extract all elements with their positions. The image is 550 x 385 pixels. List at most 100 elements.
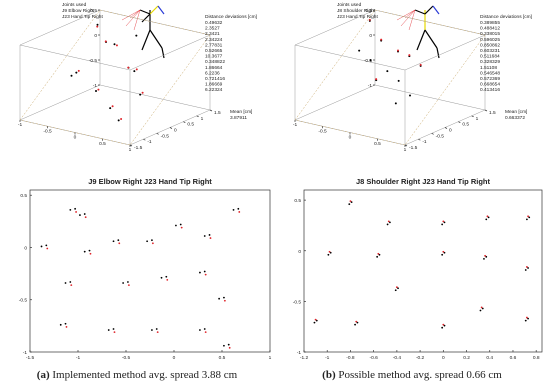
y-tick-label: 0.5 xyxy=(294,198,301,204)
point xyxy=(394,289,397,292)
caption-label: (a) xyxy=(37,369,50,381)
point xyxy=(375,78,378,81)
y-tick xyxy=(169,127,173,129)
point xyxy=(70,284,73,287)
x-tick-label: 0.5 xyxy=(374,141,381,147)
point xyxy=(203,235,206,237)
caption-text: Implemented method avg. spread 3.88 cm xyxy=(52,369,237,381)
point xyxy=(203,270,206,273)
point xyxy=(526,218,528,221)
point xyxy=(526,266,528,268)
point xyxy=(419,63,422,66)
deviation-value: 0.572369 xyxy=(480,76,500,82)
y-tick-label: 1.5 xyxy=(214,110,221,116)
y-tick-label: 1 xyxy=(201,116,204,122)
point xyxy=(408,54,411,57)
box-edge xyxy=(294,9,376,46)
point xyxy=(120,118,123,120)
y-tick-label: -0.5 xyxy=(161,133,170,139)
point xyxy=(378,253,381,256)
point xyxy=(315,319,318,322)
deviation-value: 6.2236 xyxy=(205,70,220,76)
z-tick-label: 0 xyxy=(94,33,97,39)
deviation-value: 1.86669 xyxy=(205,82,223,88)
point xyxy=(485,218,488,221)
point xyxy=(155,328,158,330)
point xyxy=(139,93,142,96)
point xyxy=(96,23,99,26)
y-tick xyxy=(484,109,488,112)
box-edge xyxy=(374,84,486,111)
box-edge xyxy=(404,34,486,146)
z-tick-label: 0 xyxy=(369,33,372,39)
point xyxy=(156,331,159,334)
point xyxy=(59,323,62,326)
deviations-title: Distance deviations [cm] xyxy=(205,14,257,20)
point xyxy=(135,68,138,71)
point xyxy=(111,105,114,108)
point xyxy=(441,253,444,256)
point xyxy=(327,253,330,256)
y-tick-label: -1 xyxy=(297,350,302,356)
deviation-value: 0.603231 xyxy=(480,48,500,54)
y-tick xyxy=(209,109,213,112)
point xyxy=(442,250,445,253)
point xyxy=(483,257,485,260)
point xyxy=(141,91,144,94)
z-tick-label: 0.5 xyxy=(90,8,97,14)
x-tick-label: -0.5 xyxy=(318,128,327,134)
caption-text: Possible method avg. spread 0.66 cm xyxy=(338,369,502,381)
x-tick-label: -1 xyxy=(76,355,81,361)
point xyxy=(389,221,391,224)
point xyxy=(64,282,67,284)
mean-title: Mean [cm] xyxy=(505,109,527,115)
point xyxy=(117,239,120,242)
point xyxy=(397,79,400,82)
x-tick-label: -1 xyxy=(293,122,298,128)
point xyxy=(313,321,316,324)
point xyxy=(70,74,73,77)
chart-title: J9 Elbow Right J23 Hand Tip Right xyxy=(88,177,212,186)
box-edge xyxy=(19,9,101,121)
point xyxy=(441,223,444,226)
y-tick xyxy=(404,144,408,147)
point xyxy=(84,216,87,219)
deviation-value: 0.52665 xyxy=(205,48,223,54)
joint-name: J23 Hand Tip Right xyxy=(62,14,103,20)
point xyxy=(358,49,361,52)
caption: (b) Possible method avg. spread 0.66 cm xyxy=(322,369,502,381)
point xyxy=(377,252,380,255)
point xyxy=(486,215,489,218)
x-tick-label: 1 xyxy=(404,147,407,153)
point xyxy=(480,306,483,309)
point xyxy=(95,90,97,92)
point xyxy=(40,245,43,248)
point xyxy=(527,317,529,320)
deviations-title: Distance deviations [cm] xyxy=(480,14,532,20)
point xyxy=(112,240,115,243)
point xyxy=(166,278,169,281)
caption-label: (b) xyxy=(322,369,336,381)
x-tick-label: -1 xyxy=(325,355,330,361)
point xyxy=(527,267,529,269)
point xyxy=(199,271,201,274)
joints-title: Joints used xyxy=(337,2,362,8)
point xyxy=(75,211,77,213)
deviation-value: 0.348822 xyxy=(205,59,225,65)
point xyxy=(65,326,68,328)
box-edge xyxy=(99,84,211,111)
point xyxy=(45,244,48,247)
point xyxy=(484,254,487,257)
joint-name: J23 Hand Tip Right xyxy=(337,14,378,20)
z-tick-label: 0.5 xyxy=(365,8,372,14)
point xyxy=(79,214,81,216)
point xyxy=(479,309,482,312)
point xyxy=(237,207,240,210)
y-tick xyxy=(444,127,448,129)
joints-title: Joints used xyxy=(62,2,87,8)
point xyxy=(349,200,352,203)
x-tick-label: -0.2 xyxy=(416,355,425,361)
box-edge xyxy=(99,9,211,36)
point xyxy=(369,59,372,62)
point xyxy=(127,284,130,287)
